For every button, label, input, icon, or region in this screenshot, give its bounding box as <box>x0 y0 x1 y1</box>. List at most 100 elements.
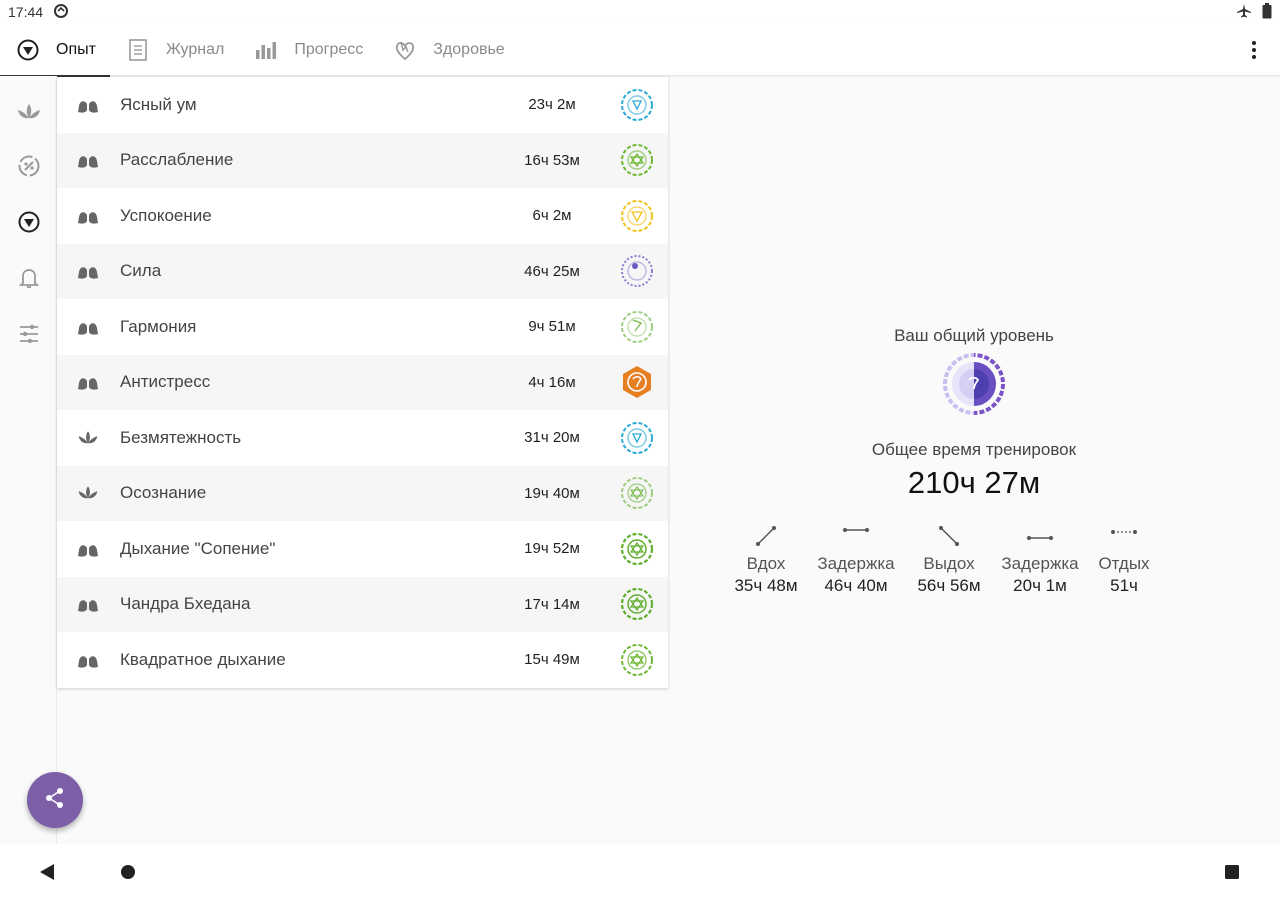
list-item[interactable]: Гармония 9ч 51м <box>57 299 668 355</box>
chakra-icon <box>17 210 41 239</box>
overall-level-badge-icon <box>942 352 1006 416</box>
exercise-name: Антистресс <box>120 372 211 392</box>
share-button[interactable] <box>27 772 83 828</box>
lungs-icon <box>77 316 99 338</box>
exercise-duration: 4ч 16м <box>528 373 576 391</box>
home-button[interactable] <box>114 858 142 886</box>
tab-label: Журнал <box>165 40 225 58</box>
phase-hold-out: Задержка 20ч 1м <box>990 520 1090 596</box>
phase-label: Выдох <box>923 554 975 573</box>
lotus-icon <box>77 482 99 504</box>
exercise-list: Ясный ум 23ч 2м Расслабление 16ч 53м Усп… <box>57 77 668 688</box>
phase-rest: Отдых 51ч <box>1074 520 1174 596</box>
list-item[interactable]: Дыхание "Сопение" 19ч 52м <box>57 521 668 577</box>
tab-progress[interactable]: Прогресс <box>238 24 377 76</box>
rail-item-meditation[interactable] <box>15 100 43 128</box>
chakra-badge-icon <box>619 364 655 400</box>
phase-value: 56ч 56м <box>917 576 981 595</box>
list-item[interactable]: Успокоение 6ч 2м <box>57 188 668 244</box>
phase-label: Задержка <box>1001 554 1079 573</box>
rail-item-reminders[interactable] <box>15 266 43 294</box>
breath-phases: Вдох 35ч 48м Задержка 46ч 40м Выдох 56ч … <box>734 520 1196 610</box>
hold-icon <box>990 520 1090 552</box>
phase-value: 46ч 40м <box>824 576 888 595</box>
lotus-icon <box>16 101 42 128</box>
phase-value: 51ч <box>1110 576 1138 595</box>
lungs-icon <box>77 371 99 393</box>
rest-icon <box>1074 520 1174 552</box>
journal-icon <box>126 38 150 62</box>
rail-item-settings[interactable] <box>15 322 43 350</box>
chakra-icon <box>16 38 40 62</box>
tab-experience[interactable]: Опыт <box>0 24 110 77</box>
total-training-value: 210ч 27м <box>907 465 1041 500</box>
list-item[interactable]: Осознание 19ч 40м <box>57 465 668 521</box>
chakra-badge-icon <box>619 586 655 622</box>
tab-journal[interactable]: Журнал <box>110 24 238 76</box>
exercise-name: Осознание <box>120 483 207 503</box>
battery-icon <box>1262 2 1272 22</box>
exercise-duration: 16ч 53м <box>524 151 580 169</box>
tab-label: Опыт <box>56 40 96 58</box>
chakra-badge-icon <box>619 531 655 567</box>
lungs-icon <box>77 649 99 671</box>
exercise-name: Чандра Бхедана <box>120 594 251 614</box>
phase-label: Задержка <box>817 554 895 573</box>
hold-icon <box>806 520 906 552</box>
tab-label: Прогресс <box>294 40 364 58</box>
recents-button[interactable] <box>1218 858 1246 886</box>
chakra-badge-icon <box>619 142 655 178</box>
exercise-duration: 6ч 2м <box>532 207 572 225</box>
list-item[interactable]: Расслабление 16ч 53м <box>57 132 668 188</box>
share-icon <box>44 787 66 814</box>
airplane-icon <box>1236 3 1252 22</box>
more-options-button[interactable] <box>1234 30 1274 70</box>
tab-bar: Опыт Журнал Прогресс Здоровье <box>0 24 1280 77</box>
list-item[interactable]: Ясный ум 23ч 2м <box>57 77 668 133</box>
chakra-badge-icon <box>619 198 655 234</box>
tab-health[interactable]: Здоровье <box>377 24 518 76</box>
list-item[interactable]: Чандра Бхедана 17ч 14м <box>57 576 668 632</box>
chakra-badge-icon <box>619 87 655 123</box>
list-item[interactable]: Сила 46ч 25м <box>57 243 668 299</box>
phase-inhale: Вдох 35ч 48м <box>716 520 816 596</box>
chakra-badge-icon <box>619 420 655 456</box>
side-rail <box>0 76 57 844</box>
sync-icon <box>53 3 69 22</box>
chakra-badge-icon <box>619 309 655 345</box>
exercise-duration: 31ч 20м <box>524 429 580 447</box>
exercise-name: Безмятежность <box>120 427 242 447</box>
exercise-duration: 17ч 14м <box>524 595 580 613</box>
back-button[interactable] <box>33 858 61 886</box>
inhale-icon <box>716 520 816 552</box>
sliders-icon <box>17 322 41 351</box>
status-bar: 17:44 <box>0 0 1280 24</box>
exercise-name: Успокоение <box>120 205 212 225</box>
status-time: 17:44 <box>8 4 44 20</box>
list-item[interactable]: Квадратное дыхание 15ч 49м <box>57 632 668 688</box>
exhale-icon <box>899 520 999 552</box>
exercise-duration: 46ч 25м <box>524 262 580 280</box>
lotus-icon <box>77 427 99 449</box>
chakra-badge-icon <box>619 475 655 511</box>
lungs-icon <box>77 260 99 282</box>
phase-hold-in: Задержка 46ч 40м <box>806 520 906 596</box>
chakra-badge-icon <box>619 642 655 678</box>
phase-label: Вдох <box>746 554 786 573</box>
exercise-name: Дыхание "Сопение" <box>120 538 276 558</box>
list-item[interactable]: Безмятежность 31ч 20м <box>57 410 668 466</box>
rail-item-experience[interactable] <box>15 210 43 238</box>
lungs-icon <box>77 205 99 227</box>
chakra-badge-icon <box>619 253 655 289</box>
exercise-name: Ясный ум <box>120 94 197 114</box>
phase-exhale: Выдох 56ч 56м <box>899 520 999 596</box>
bell-icon <box>18 266 40 295</box>
exercise-duration: 15ч 49м <box>524 651 580 669</box>
lungs-icon <box>77 94 99 116</box>
lungs-icon <box>77 538 99 560</box>
lungs-icon <box>77 149 99 171</box>
list-item[interactable]: Антистресс 4ч 16м <box>57 354 668 410</box>
exercise-duration: 23ч 2м <box>528 96 576 114</box>
rail-item-balance[interactable] <box>15 154 43 182</box>
lungs-icon <box>77 593 99 615</box>
